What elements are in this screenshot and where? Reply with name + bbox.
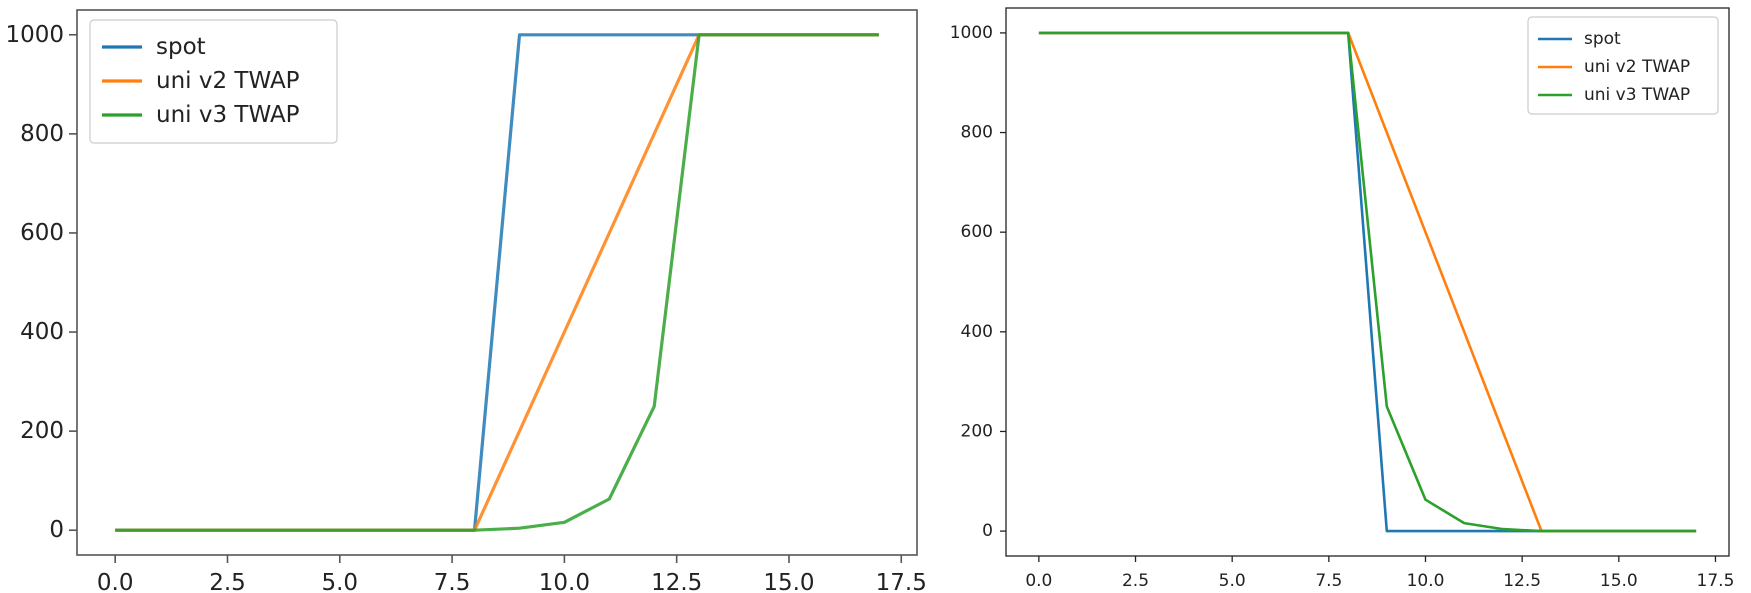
series-line-3 bbox=[115, 33, 879, 532]
chart-2: 0 200 400 600 800 1000 0.0 2.5 5.0 7.5 10.0 12.5 15.… bbox=[950, 7, 1735, 591]
legend-label: uni v3 TWAP bbox=[156, 102, 300, 128]
y-tick-label: 1000 bbox=[950, 23, 993, 43]
series-line-3 bbox=[1038, 31, 1697, 533]
x-tick-label: 12.5 bbox=[1503, 571, 1541, 591]
y-tick-label: 800 bbox=[961, 123, 993, 143]
legend: spot uni v2 TWAP uni v3 TWAP bbox=[1527, 16, 1719, 115]
chart-1: 0 200 400 600 800 1000 0.0 2.5 5.0 7.5 10.0 12.5 15.… bbox=[5, 9, 927, 593]
y-tick-label: 800 bbox=[20, 121, 64, 147]
y-tick-label: 1000 bbox=[5, 22, 64, 48]
x-tick-label: 17.5 bbox=[876, 570, 927, 593]
legend-box bbox=[89, 19, 338, 144]
y-tick-label: 400 bbox=[961, 322, 993, 342]
legend-label: spot bbox=[156, 34, 206, 60]
y-tick-label: 600 bbox=[20, 220, 64, 246]
legend-label: spot bbox=[1584, 29, 1621, 49]
x-tick-label: 12.5 bbox=[651, 570, 702, 593]
x-tick-label: 0.0 bbox=[97, 570, 134, 593]
x-tick-label: 7.5 bbox=[434, 570, 471, 593]
x-tick-label: 10.0 bbox=[1407, 571, 1445, 591]
x-tick-label: 2.5 bbox=[209, 570, 246, 593]
x-tick-label: 2.5 bbox=[1122, 571, 1149, 591]
x-tick-label: 17.5 bbox=[1697, 571, 1735, 591]
x-tick-label: 0.0 bbox=[1025, 571, 1052, 591]
legend-box bbox=[1527, 16, 1719, 115]
legend-label: uni v3 TWAP bbox=[1584, 85, 1690, 105]
y-tick-label: 200 bbox=[961, 421, 993, 441]
plot-frame bbox=[1005, 7, 1730, 557]
x-tick-label: 15.0 bbox=[1600, 571, 1638, 591]
x-tick-label: 10.0 bbox=[539, 570, 590, 593]
y-tick-label: 0 bbox=[49, 517, 64, 543]
legend: spot uni v2 TWAP uni v3 TWAP bbox=[89, 19, 338, 144]
legend-label: uni v2 TWAP bbox=[1584, 57, 1690, 77]
y-tick-label: 0 bbox=[982, 521, 993, 541]
x-tick-label: 15.0 bbox=[763, 570, 814, 593]
x-tick-label: 5.0 bbox=[321, 570, 358, 593]
y-tick-label: 600 bbox=[961, 222, 993, 242]
y-tick-label: 400 bbox=[20, 319, 64, 345]
x-tick-label: 7.5 bbox=[1315, 571, 1342, 591]
plot-frame bbox=[76, 9, 918, 556]
legend-label: uni v2 TWAP bbox=[156, 68, 300, 94]
x-tick-label: 5.0 bbox=[1219, 571, 1246, 591]
y-tick-label: 200 bbox=[20, 418, 64, 444]
